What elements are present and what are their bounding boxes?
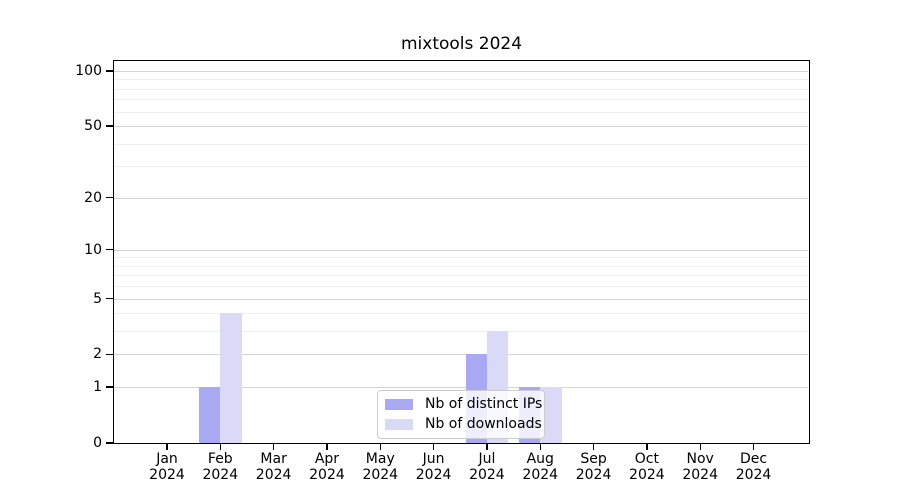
minor-gridline-90 — [114, 79, 808, 81]
legend-swatch-downloads — [385, 418, 413, 430]
x-tick-mark-mar — [272, 444, 275, 450]
y-tick-label-5: 5 — [93, 290, 102, 307]
bar-downloads-aug — [540, 387, 562, 443]
legend-entry-downloads: Nb of downloads — [385, 416, 542, 433]
legend-label-distinct-ips: Nb of distinct IPs — [425, 396, 543, 413]
major-gridline-50 — [114, 126, 808, 128]
minor-gridline-7 — [114, 275, 808, 277]
y-tick-mark-50 — [106, 125, 113, 127]
minor-gridline-60 — [114, 111, 808, 113]
legend: Nb of distinct IPs Nb of downloads — [377, 390, 545, 439]
y-tick-mark-1 — [106, 386, 113, 388]
minor-gridline-6 — [114, 286, 808, 288]
major-gridline-10 — [114, 249, 808, 251]
x-tick-label-may: May 2024 — [362, 451, 399, 483]
y-tick-label-50: 50 — [84, 118, 102, 135]
y-tick-mark-0 — [106, 442, 113, 444]
y-tick-mark-20 — [106, 196, 113, 199]
x-tick-mark-jan — [166, 444, 168, 450]
x-tick-label-dec: Dec 2024 — [735, 451, 772, 483]
x-tick-label-mar: Mar 2024 — [255, 451, 292, 483]
x-tick-label-jan: Jan 2024 — [149, 451, 185, 483]
major-gridline-1 — [114, 387, 808, 389]
x-tick-mark-sep — [592, 444, 595, 450]
y-tick-label-20: 20 — [84, 189, 102, 206]
major-gridline-20 — [114, 197, 808, 199]
major-gridline-100 — [114, 70, 808, 72]
y-tick-mark-5 — [106, 297, 113, 300]
x-tick-label-sep: Sep 2024 — [575, 451, 612, 483]
bar-downloads-feb — [220, 313, 242, 443]
minor-gridline-3 — [114, 331, 808, 333]
y-tick-label-100: 100 — [75, 62, 102, 79]
x-tick-mark-jun — [432, 444, 435, 450]
minor-gridline-8 — [114, 265, 808, 267]
y-tick-label-1: 1 — [93, 379, 102, 396]
minor-gridline-80 — [114, 88, 808, 90]
y-tick-mark-100 — [106, 70, 113, 72]
x-tick-mark-feb — [219, 444, 221, 450]
legend-swatch-distinct-ips — [385, 399, 413, 411]
bar-distinct-ips-feb — [199, 387, 221, 443]
x-tick-mark-aug — [539, 444, 541, 450]
x-tick-mark-oct — [646, 444, 648, 450]
minor-gridline-9 — [114, 257, 808, 259]
x-tick-label-nov: Nov 2024 — [682, 451, 718, 483]
y-tick-mark-2 — [106, 353, 113, 356]
x-tick-label-jun: Jun 2024 — [415, 451, 452, 483]
x-tick-mark-apr — [326, 444, 328, 450]
y-tick-label-10: 10 — [84, 241, 102, 258]
legend-label-downloads: Nb of downloads — [425, 415, 542, 432]
x-tick-label-oct: Oct 2024 — [629, 451, 665, 483]
y-tick-label-0: 0 — [93, 435, 102, 451]
minor-gridline-70 — [114, 99, 808, 101]
x-tick-mark-may — [379, 444, 381, 450]
x-tick-label-apr: Apr 2024 — [309, 451, 345, 483]
legend-entry-distinct-ips: Nb of distinct IPs — [385, 396, 542, 413]
x-tick-mark-dec — [752, 444, 755, 450]
x-tick-label-jul: Jul 2024 — [469, 451, 505, 483]
y-tick-mark-10 — [106, 249, 113, 251]
x-tick-label-aug: Aug 2024 — [522, 451, 559, 483]
minor-gridline-4 — [114, 313, 808, 315]
minor-gridline-40 — [114, 143, 808, 145]
major-gridline-5 — [114, 298, 808, 300]
x-tick-mark-nov — [699, 444, 701, 450]
x-tick-label-feb: Feb 2024 — [202, 451, 239, 483]
y-tick-label-2: 2 — [93, 346, 102, 363]
chart-title: mixtools 2024 — [400, 34, 523, 54]
minor-gridline-30 — [114, 166, 808, 168]
major-gridline-2 — [114, 354, 808, 356]
x-tick-mark-jul — [486, 444, 488, 450]
